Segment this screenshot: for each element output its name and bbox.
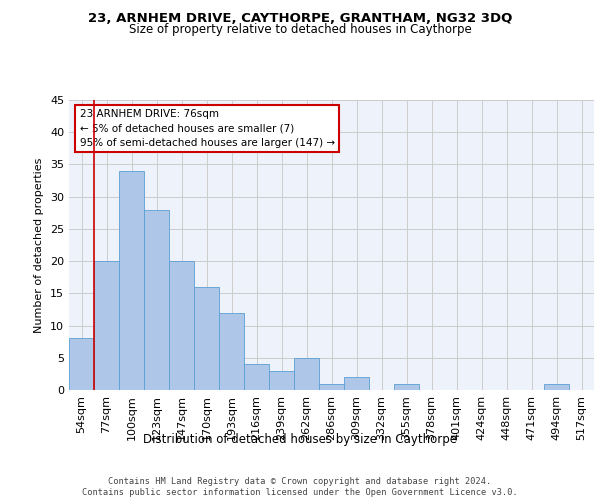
Bar (269, 370, 294, 390)
Bar (544, 384, 569, 390)
Bar (194, 287, 219, 390)
Text: Distribution of detached houses by size in Caythorpe: Distribution of detached houses by size … (143, 432, 457, 446)
Bar (94, 261, 119, 390)
Text: 23 ARNHEM DRIVE: 76sqm
← 5% of detached houses are smaller (7)
95% of semi-detac: 23 ARNHEM DRIVE: 76sqm ← 5% of detached … (79, 108, 335, 148)
Bar (344, 377, 369, 390)
Bar (394, 384, 419, 390)
Y-axis label: Number of detached properties: Number of detached properties (34, 158, 44, 332)
Bar (119, 171, 144, 390)
Text: Size of property relative to detached houses in Caythorpe: Size of property relative to detached ho… (128, 22, 472, 36)
Bar (144, 210, 169, 390)
Text: Contains HM Land Registry data © Crown copyright and database right 2024.
Contai: Contains HM Land Registry data © Crown c… (82, 478, 518, 497)
Bar (294, 358, 319, 390)
Bar (169, 261, 194, 390)
Bar (319, 384, 344, 390)
Bar (69, 338, 94, 390)
Bar (244, 364, 269, 390)
Bar (219, 312, 244, 390)
Text: 23, ARNHEM DRIVE, CAYTHORPE, GRANTHAM, NG32 3DQ: 23, ARNHEM DRIVE, CAYTHORPE, GRANTHAM, N… (88, 12, 512, 26)
